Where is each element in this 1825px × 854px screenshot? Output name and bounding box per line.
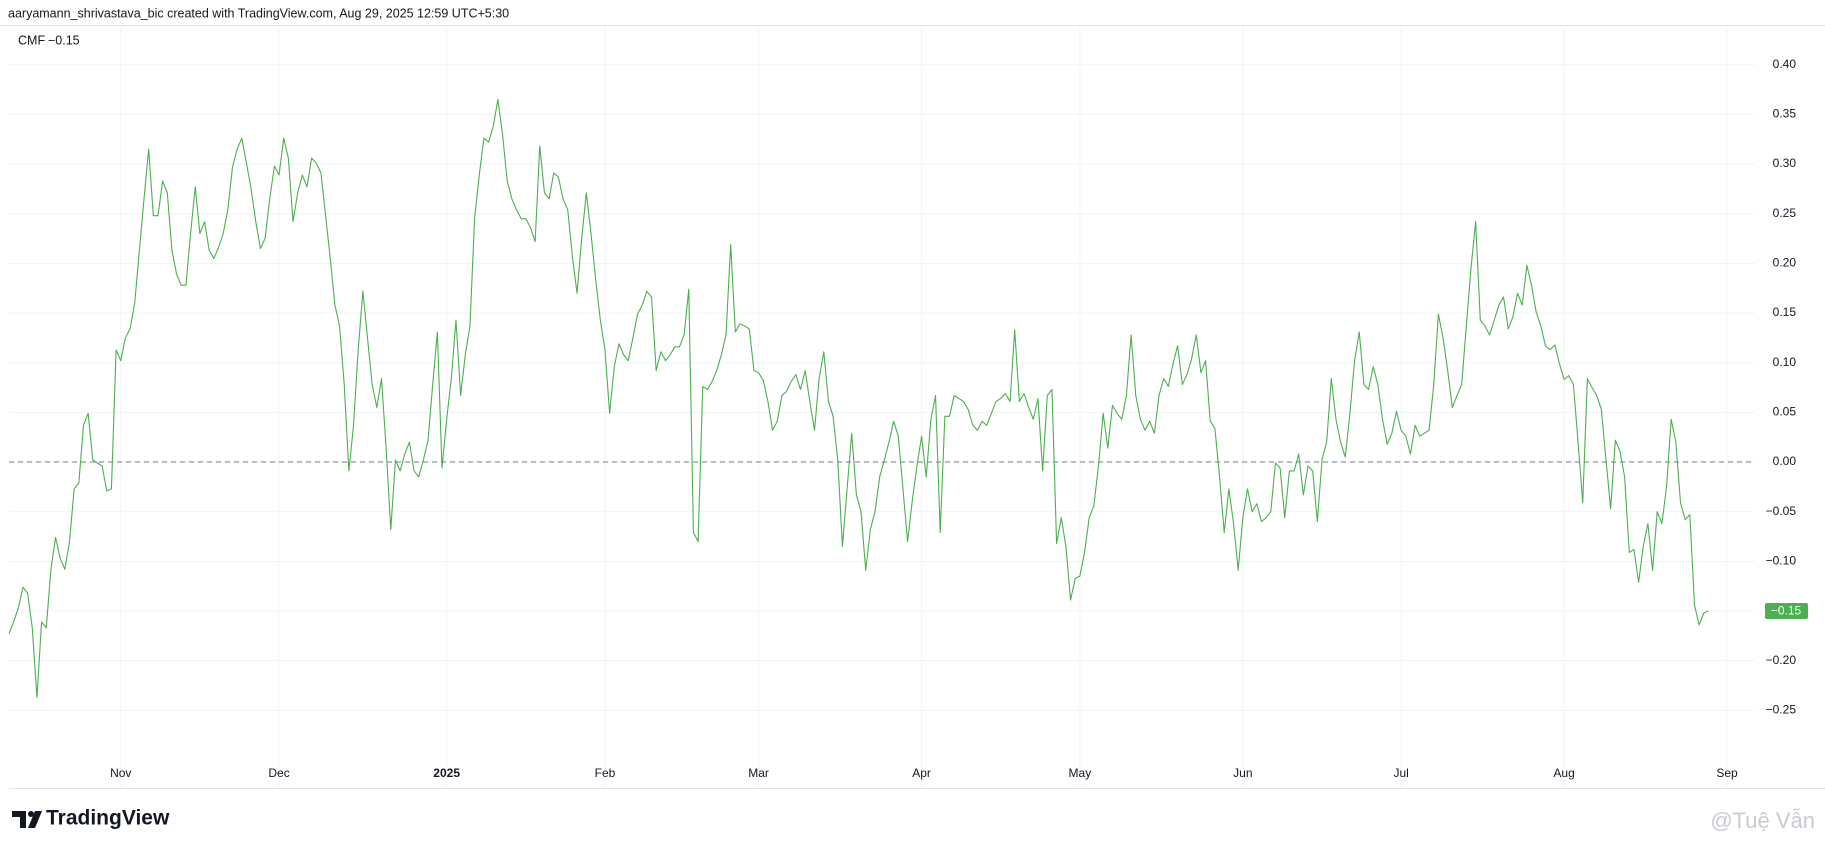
y-tick-label: 0.25: [1773, 206, 1797, 220]
y-tick-label: 0.00: [1773, 454, 1797, 468]
legend-value: −0.15: [48, 33, 80, 47]
y-tick-label: −0.10: [1766, 554, 1797, 568]
y-tick-label: 0.35: [1773, 107, 1797, 121]
x-tick-label: Sep: [1716, 766, 1738, 780]
x-tick-label: Feb: [595, 766, 616, 780]
x-tick-label: Jun: [1233, 766, 1252, 780]
last-value-badge: [1765, 603, 1808, 620]
x-tick-label: Mar: [748, 766, 769, 780]
y-tick-label: 0.15: [1773, 305, 1797, 319]
x-tick-label: Dec: [268, 766, 289, 780]
x-tick-label: May: [1069, 766, 1092, 780]
cmf-line: [8, 98, 1709, 698]
logo: TradingView: [12, 807, 170, 830]
y-tick-label: 0.20: [1773, 256, 1797, 270]
logo-dot: [28, 811, 34, 817]
watermark: @Tuệ Vẫn: [1710, 808, 1815, 833]
y-tick-label: 0.10: [1773, 355, 1797, 369]
header-text: aaryamann_shrivastava_bic created with T…: [8, 6, 509, 20]
x-tick-label: Apr: [912, 766, 931, 780]
x-tick-label: 2025: [433, 766, 460, 780]
legend-name: CMF: [18, 33, 45, 47]
y-tick-label: 0.40: [1773, 57, 1797, 71]
x-tick-label: Nov: [110, 766, 131, 780]
y-tick-label: −0.20: [1766, 653, 1797, 667]
y-tick-label: −0.25: [1766, 703, 1797, 717]
last-value-label: −0.15: [1771, 604, 1802, 618]
x-tick-label: Jul: [1393, 766, 1408, 780]
x-tick-label: Aug: [1553, 766, 1574, 780]
y-tick-label: 0.30: [1773, 156, 1797, 170]
y-tick-label: −0.05: [1766, 504, 1797, 518]
logo-text: TradingView: [46, 807, 170, 830]
y-tick-label: 0.05: [1773, 405, 1797, 419]
logo-icon: [12, 811, 42, 828]
